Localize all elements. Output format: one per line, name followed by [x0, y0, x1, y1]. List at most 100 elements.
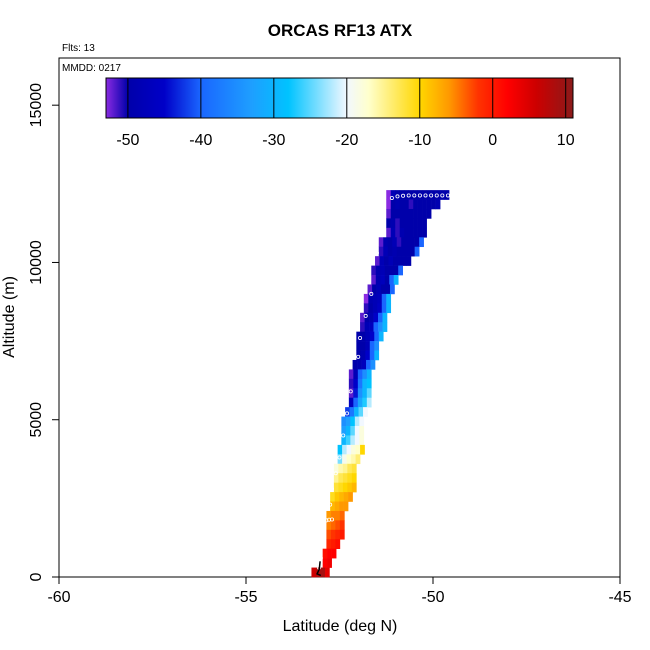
heatmap-cell: [339, 501, 344, 512]
heatmap-cell: [401, 256, 407, 266]
heatmap-cell: [392, 237, 398, 248]
descent-track: [316, 561, 322, 577]
heatmap-cell: [413, 208, 418, 219]
y-tick-label: 5000: [28, 402, 45, 438]
heatmap-cell: [381, 293, 387, 304]
heatmap-cell: [335, 510, 341, 521]
heatmap-cell: [426, 208, 432, 219]
heatmap-cell: [342, 454, 347, 465]
heatmap-cell: [431, 190, 436, 200]
colorbar: [105, 77, 574, 119]
track-point: [429, 193, 434, 198]
heatmap-cell: [347, 482, 353, 493]
heatmap-cell: [354, 426, 360, 436]
heatmap-cell: [399, 218, 405, 229]
heatmap-cell: [339, 520, 345, 531]
heatmap-cell: [333, 482, 339, 493]
heatmap-cell: [417, 199, 423, 210]
track-point: [333, 471, 338, 476]
heatmap-cell: [419, 237, 424, 248]
heatmap-cell: [330, 539, 336, 549]
heatmap-cell: [355, 454, 361, 465]
heatmap-cell: [330, 501, 335, 512]
heatmap-cell: [360, 331, 366, 342]
heatmap-cell: [369, 331, 375, 342]
x-axis-label: Latitude (deg N): [283, 618, 398, 635]
track-point: [324, 518, 329, 523]
heatmap-cell: [366, 397, 372, 408]
heatmap-cell: [399, 227, 405, 238]
heatmap-cell: [372, 293, 378, 304]
heatmap-cell: [354, 416, 360, 427]
heatmap-cell: [326, 520, 332, 531]
heatmap-cell: [383, 237, 389, 248]
heatmap-cell: [386, 190, 392, 200]
heatmap-cell: [348, 378, 354, 389]
heatmap-cell: [387, 237, 393, 248]
heatmap-cell: [341, 416, 347, 427]
heatmap-cell: [346, 444, 352, 455]
heatmap-cell: [377, 303, 383, 314]
heatmap-cell: [382, 322, 388, 332]
track-point: [330, 486, 335, 491]
heatmap-cell: [311, 567, 317, 578]
heatmap-cell: [330, 510, 336, 521]
heatmap-cell: [395, 227, 401, 238]
heatmap-cell: [426, 199, 432, 210]
heatmap-cell: [392, 246, 398, 257]
heatmap-cell: [339, 529, 345, 540]
heatmap-cell: [348, 397, 354, 408]
heatmap-cell: [378, 312, 383, 323]
colorbar-tick-label: -20: [335, 132, 358, 149]
heatmap-cell: [369, 322, 374, 332]
heatmap-cell: [373, 312, 379, 323]
heatmap-cell: [399, 199, 405, 210]
heatmap-cell: [333, 463, 339, 474]
heatmap-cell: [335, 539, 341, 549]
heatmap-cell: [361, 359, 367, 370]
heatmap-cell: [381, 303, 387, 314]
heatmap-cell: [348, 492, 353, 502]
heatmap-cell: [357, 397, 363, 408]
track-point: [412, 193, 417, 198]
heatmap-cells: [311, 190, 450, 578]
heatmap-cell: [339, 492, 344, 502]
heatmap-cell: [326, 539, 332, 549]
heatmap-cell: [345, 426, 351, 436]
track-point: [328, 502, 333, 507]
heatmap-cell: [422, 199, 427, 210]
track-point: [341, 433, 346, 438]
flight-track: [316, 193, 450, 577]
heatmap-cell: [413, 218, 418, 229]
heatmap-cell: [367, 284, 373, 295]
heatmap-cell: [330, 520, 336, 531]
heatmap-cell: [373, 322, 379, 332]
heatmap-cell: [338, 473, 344, 483]
heatmap-cell: [384, 265, 390, 276]
track-point: [358, 335, 363, 340]
heatmap-cell: [352, 359, 358, 370]
heatmap-cell: [348, 369, 354, 380]
heatmap-cell: [366, 378, 372, 389]
y-tick-label: 10000: [28, 240, 45, 285]
heatmap-cell: [364, 312, 370, 323]
heatmap-cell: [386, 227, 392, 238]
heatmap-cell: [381, 284, 386, 295]
heatmap-cell: [395, 218, 401, 229]
heatmap-cell: [362, 378, 368, 389]
heatmap-cell: [422, 190, 427, 200]
heatmap-cell: [386, 218, 392, 229]
heatmap-cell: [357, 388, 363, 399]
heatmap-cell: [359, 416, 365, 427]
heatmap-cell: [350, 435, 356, 446]
heatmap-cell: [357, 369, 363, 380]
heatmap-cell: [386, 208, 392, 219]
heatmap-cell: [339, 510, 345, 521]
heatmap-cell: [404, 208, 409, 219]
heatmap-cell: [408, 190, 414, 200]
heatmap-cell: [333, 473, 339, 483]
heatmap-cell: [353, 378, 359, 389]
heatmap-cell: [374, 331, 380, 342]
heatmap-cell: [401, 246, 406, 257]
colorbar-ticks: -50 -40 -30 -20 -10 0 10: [116, 78, 575, 149]
